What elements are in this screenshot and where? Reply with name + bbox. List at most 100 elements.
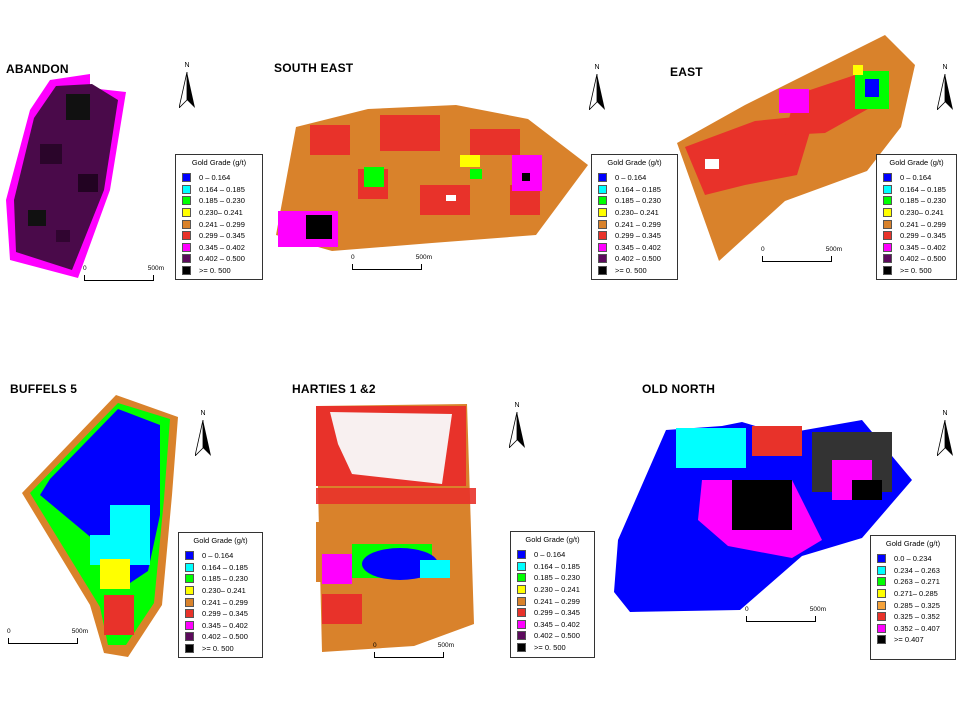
north-arrow-icon xyxy=(937,420,953,456)
legend-item: 0.185 – 0.230 xyxy=(176,195,262,207)
legend-item: 0.299 – 0.345 xyxy=(179,608,262,620)
legend-title: Gold Grade (g/t) xyxy=(191,158,247,167)
legend-swatch xyxy=(182,184,191,194)
legend-label: 0.164 – 0.185 xyxy=(615,184,661,194)
legend-item: 0.271– 0.285 xyxy=(871,588,955,600)
north-arrow-icon xyxy=(589,74,605,110)
legend-label: 0.402 – 0.500 xyxy=(202,632,248,642)
legend-old-north: Gold Grade (g/t) 0.0 – 0.234 0.234 – 0.263… xyxy=(870,535,956,660)
north-arrow-icon xyxy=(937,74,953,110)
legend-label: 0 – 0.164 xyxy=(900,173,932,183)
scale-end: 500m xyxy=(415,254,432,261)
legend-label: 0.185 – 0.230 xyxy=(534,573,580,583)
legend-item: 0.185 – 0.230 xyxy=(592,195,677,207)
legend-swatch xyxy=(883,254,892,264)
legend-label: 0 – 0.164 xyxy=(534,550,566,560)
legend-label: 0.164 – 0.185 xyxy=(900,184,946,194)
scale-line xyxy=(84,275,154,281)
legend-swatch xyxy=(883,173,892,183)
legend-item: 0 – 0.164 xyxy=(176,172,262,184)
legend-swatch xyxy=(182,173,191,183)
legend-item: 0.234 – 0.263 xyxy=(871,565,955,577)
legend-item: 0.241 – 0.299 xyxy=(592,218,677,230)
legend-title: Gold Grade (g/t) xyxy=(889,158,944,167)
legend-label: 0.230– 0.241 xyxy=(900,208,944,218)
legend-label: 0.299 – 0.345 xyxy=(900,231,946,241)
north-arrow-east: N xyxy=(934,64,956,114)
scale-end: 500m xyxy=(437,642,454,649)
legend-item: 0 – 0.164 xyxy=(592,172,677,184)
legend-swatch xyxy=(517,596,526,606)
legend-label: 0.352 – 0.407 xyxy=(894,623,940,633)
legend-label: 0.185 – 0.230 xyxy=(202,574,248,584)
tailings-map-old-north xyxy=(614,420,912,612)
legend-item: 0.299 – 0.345 xyxy=(592,230,677,242)
legend-swatch xyxy=(185,586,194,596)
scale-bar-old-north: 0 500m xyxy=(745,606,826,626)
legend-abandon: Gold Grade (g/t) 0 – 0.164 0.164 – 0.185 0.… xyxy=(175,154,263,280)
legend-swatch xyxy=(877,623,886,633)
legend-swatch xyxy=(185,620,194,630)
legend-swatch xyxy=(185,632,194,642)
tailings-map-south-east xyxy=(276,105,588,251)
legend-swatch xyxy=(185,597,194,607)
map-title-abandon: ABANDON xyxy=(6,62,69,76)
legend-item: 0.230– 0.241 xyxy=(592,207,677,219)
legend-item: 0.325 – 0.352 xyxy=(871,611,955,623)
legend-swatch xyxy=(185,644,194,654)
legend-label: 0.234 – 0.263 xyxy=(894,565,940,575)
legend-label: >= 0. 500 xyxy=(199,266,231,276)
legend-label: 0.230– 0.241 xyxy=(199,208,243,218)
map-title-harties: HARTIES 1 &2 xyxy=(292,382,376,396)
north-label: N xyxy=(942,410,948,417)
legend-item: 0.230– 0.241 xyxy=(176,207,262,219)
legend-item: 0.402 – 0.500 xyxy=(179,631,262,643)
legend-item: 0 – 0.164 xyxy=(877,172,956,184)
legend-swatch xyxy=(182,231,191,241)
legend-item: 0.241 – 0.299 xyxy=(176,218,262,230)
legend-label: 0.230– 0.241 xyxy=(615,208,659,218)
legend-item: 0.230– 0.241 xyxy=(179,585,262,597)
legend-item: 0.402 – 0.500 xyxy=(511,630,594,642)
legend-item: 0.402 – 0.500 xyxy=(176,253,262,265)
north-label: N xyxy=(184,62,190,69)
scale-start: 0 xyxy=(83,265,87,272)
legend-swatch xyxy=(598,219,607,229)
north-arrow-harties: N xyxy=(506,402,528,452)
legend-swatch xyxy=(877,589,886,599)
legend-label: 0.345 – 0.402 xyxy=(900,242,946,252)
legend-label: >= 0. 500 xyxy=(615,266,647,276)
legend-swatch xyxy=(598,231,607,241)
legend-item: 0.230– 0.241 xyxy=(877,207,956,219)
legend-item: >= 0.407 xyxy=(871,634,955,646)
legend-swatch xyxy=(883,242,892,252)
map-title-buffels-5: BUFFELS 5 xyxy=(10,382,78,396)
legend-label: 0.263 – 0.271 xyxy=(894,577,940,587)
legend-swatch xyxy=(182,208,191,218)
legend-label: 0 – 0.164 xyxy=(199,173,231,183)
legend-south-east: Gold Grade (g/t) 0 – 0.164 0.164 – 0.185 0.… xyxy=(591,154,678,280)
legend-item: 0.164 – 0.185 xyxy=(592,184,677,196)
legend-item: 0.164 – 0.185 xyxy=(877,184,956,196)
legend-label: 0 – 0.164 xyxy=(202,551,234,561)
legend-swatch xyxy=(598,266,607,276)
legend-swatch xyxy=(517,608,526,618)
legend-label: 0.402 – 0.500 xyxy=(534,631,580,641)
north-label: N xyxy=(200,410,206,417)
legend-item: 0.0 – 0.234 xyxy=(871,553,955,565)
legend-label: 0.299 – 0.345 xyxy=(199,231,245,241)
legend-item: >= 0. 500 xyxy=(179,643,262,655)
legend-swatch xyxy=(517,643,526,653)
scale-line xyxy=(762,256,832,262)
legend-label: 0.164 – 0.185 xyxy=(534,561,580,571)
legend-label: 0.299 – 0.345 xyxy=(534,608,580,618)
scale-start: 0 xyxy=(7,628,11,635)
tailings-map-east xyxy=(677,35,915,261)
legend-label: 0.230 – 0.241 xyxy=(534,585,580,595)
legend-label: 0.241 – 0.299 xyxy=(615,219,661,229)
north-arrow-south-east: N xyxy=(586,64,608,114)
legend-label: 0.345 – 0.402 xyxy=(199,242,245,252)
legend-item: 0.241 – 0.299 xyxy=(877,218,956,230)
legend-item: 0.345 – 0.402 xyxy=(592,242,677,254)
legend-label: 0.325 – 0.352 xyxy=(894,612,940,622)
